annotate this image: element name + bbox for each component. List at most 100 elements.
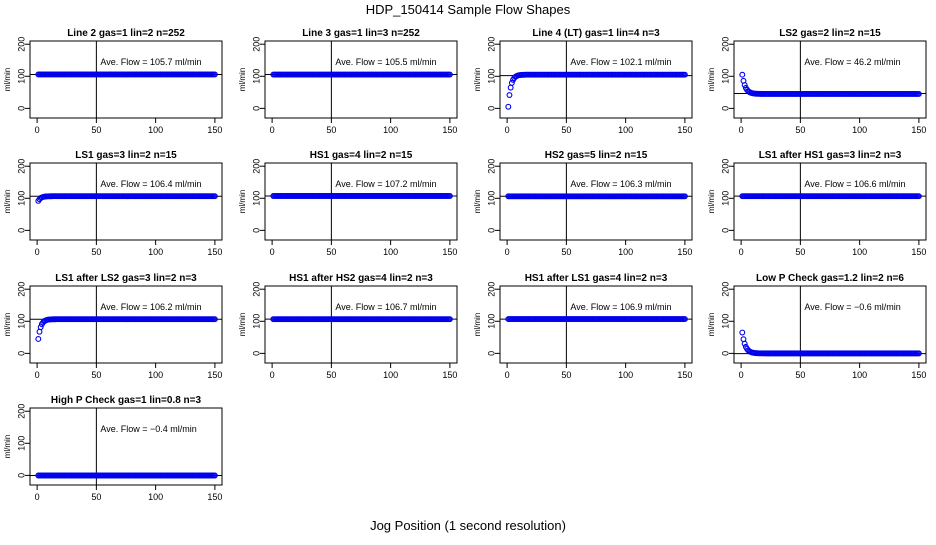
data-point [681,193,688,200]
y-tick-label: 0 [251,228,261,233]
x-tick-label: 0 [35,492,40,502]
x-tick-label: 0 [739,125,744,135]
data-point [739,71,746,78]
x-tick-label: 150 [911,370,926,380]
data-point [211,472,218,479]
x-tick-label: 0 [505,247,510,257]
panel-frame [29,285,223,364]
x-tick-label: 150 [677,370,692,380]
y-tick-label: 200 [720,159,730,174]
data-point [915,90,922,97]
data-point [915,193,922,200]
panel-3: Line 4 (LT) gas=1 lin=4 n=3 0 100 200 ml/min… [473,28,693,135]
y-tick-label: 100 [486,314,496,329]
y-axis-label: ml/min [238,190,247,214]
x-tick-label: 100 [852,125,867,135]
x-tick-label: 100 [618,247,633,257]
x-tick-label: 150 [911,247,926,257]
x-tick-label: 50 [561,370,571,380]
panel-title: HS2 gas=5 lin=2 n=15 [545,150,648,161]
y-tick-label: 100 [720,191,730,206]
data-point [681,71,688,78]
panel-title: LS1 gas=3 lin=2 n=15 [75,150,177,161]
x-tick-label: 50 [326,125,336,135]
y-tick-label: 200 [720,37,730,52]
x-tick-label: 50 [91,247,101,257]
data-points [35,316,218,342]
data-points [505,71,688,110]
panel-9: LS1 after LS2 gas=3 lin=2 n=3 0 100 200 ml/m… [3,273,223,380]
y-tick-label: 200 [16,282,26,297]
average-flow-annotation: Ave. Flow = 102.1 ml/min [570,57,671,67]
data-points [270,71,453,78]
y-tick-label: 0 [720,106,730,111]
average-flow-annotation: Ave. Flow = 106.6 ml/min [804,179,905,189]
x-tick-label: 150 [911,125,926,135]
panel-frame [733,40,927,119]
y-axis-label: ml/min [473,68,482,92]
y-tick-label: 100 [486,191,496,206]
y-tick-label: 200 [16,404,26,419]
y-tick-label: 100 [16,191,26,206]
y-axis-label: ml/min [707,313,716,337]
panel-frame [264,162,458,241]
x-tick-label: 100 [852,247,867,257]
panel-title: HS1 gas=4 lin=2 n=15 [310,150,413,161]
average-flow-annotation: Ave. Flow = 107.2 ml/min [335,179,436,189]
x-tick-label: 50 [91,370,101,380]
x-tick-label: 150 [677,125,692,135]
average-flow-annotation: Ave. Flow = 106.4 ml/min [100,179,201,189]
x-tick-label: 150 [207,370,222,380]
x-tick-label: 50 [561,125,571,135]
data-point [508,79,515,86]
y-tick-label: 0 [486,106,496,111]
average-flow-annotation: Ave. Flow = 106.2 ml/min [100,302,201,312]
y-axis-label: ml/min [3,190,12,214]
panel-title: Line 2 gas=1 lin=2 n=252 [67,28,185,39]
y-tick-label: 100 [16,69,26,84]
data-point [35,335,42,342]
x-tick-label: 0 [270,370,275,380]
y-tick-label: 100 [720,314,730,329]
panel-frame [733,162,927,241]
data-point [446,71,453,78]
data-point [37,324,44,331]
x-tick-label: 0 [505,370,510,380]
data-point [211,71,218,78]
y-tick-label: 200 [251,159,261,174]
y-tick-label: 200 [720,282,730,297]
x-tick-label: 100 [148,247,163,257]
y-axis-label: ml/min [3,68,12,92]
data-points [739,71,922,97]
data-points [35,472,218,479]
x-tick-label: 50 [561,247,571,257]
x-tick-label: 0 [739,247,744,257]
x-tick-label: 150 [442,125,457,135]
y-tick-label: 0 [720,351,730,356]
x-tick-label: 50 [326,247,336,257]
x-tick-label: 150 [207,247,222,257]
data-point [211,316,218,323]
panel-title: Line 3 gas=1 lin=3 n=252 [302,28,420,39]
x-tick-label: 0 [35,247,40,257]
average-flow-annotation: Ave. Flow = 46.2 ml/min [804,57,900,67]
y-axis-label: ml/min [707,68,716,92]
average-flow-annotation: Ave. Flow = −0.6 ml/min [804,302,900,312]
data-point [915,350,922,357]
x-tick-label: 50 [795,125,805,135]
y-tick-label: 0 [251,106,261,111]
x-tick-label: 150 [442,370,457,380]
x-tick-label: 100 [618,125,633,135]
data-point [741,340,748,347]
data-points [739,193,922,200]
x-tick-label: 0 [35,370,40,380]
x-tick-label: 150 [442,247,457,257]
y-tick-label: 100 [720,69,730,84]
data-points [270,316,453,323]
y-axis-label: ml/min [238,68,247,92]
y-tick-label: 0 [486,228,496,233]
y-axis-label: ml/min [707,190,716,214]
data-point [446,316,453,323]
y-tick-label: 200 [486,37,496,52]
